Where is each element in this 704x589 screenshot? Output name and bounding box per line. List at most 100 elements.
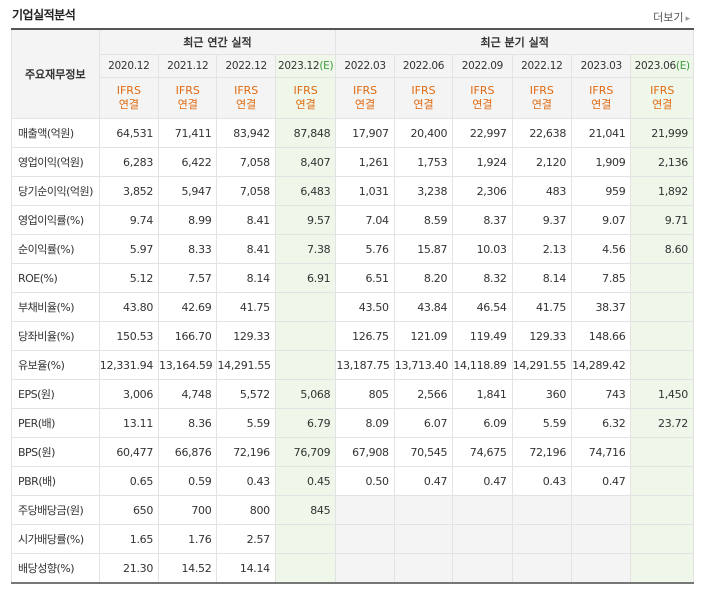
row-label: PBR(배): [11, 466, 100, 496]
row-label: 순이익률(%): [11, 234, 100, 264]
table-cell: 5.59: [216, 408, 276, 438]
table-cell: 9.74: [98, 205, 160, 235]
table-cell: 43.84: [393, 292, 454, 322]
table-cell: 6,422: [158, 147, 218, 177]
period-label: 2023.12: [277, 60, 320, 72]
table-cell: 1,450: [630, 379, 694, 409]
row-label: BPS(원): [11, 437, 100, 467]
accounting-standard: IFRS 연결: [393, 77, 454, 119]
table-cell: 1,753: [393, 147, 454, 177]
ifrs-label: IFRS: [234, 84, 259, 97]
period-header: 2020.12: [98, 54, 160, 78]
table-cell: [335, 524, 395, 554]
table-cell: 22,638: [511, 118, 573, 148]
table-cell: 8.32: [452, 263, 513, 293]
table-cell: 14.14: [216, 553, 276, 584]
consolidated-label: 연결: [354, 98, 376, 111]
table-cell: 743: [571, 379, 632, 409]
table-row: PER(배) 13.11 8.36 5.59 6.79 8.09 6.07 6.09 5.59 6…: [11, 408, 694, 438]
period-label: 2023.06: [634, 60, 677, 72]
table-cell: [511, 524, 573, 554]
accounting-standard: IFRS 연결: [630, 77, 694, 119]
ifrs-label: IFRS: [650, 84, 675, 97]
table-cell: [274, 553, 337, 584]
table-cell: [630, 292, 694, 322]
table-cell: 3,238: [393, 176, 454, 206]
period-header: 2023.12(E): [274, 54, 337, 78]
ifrs-label: IFRS: [529, 84, 554, 97]
table-cell: 74,716: [571, 437, 632, 467]
table-row: 매출액(억원) 64,531 71,411 83,942 87,848 17,907 20,…: [11, 118, 694, 148]
table-cell: 43.50: [335, 292, 395, 322]
table-cell: 13.11: [98, 408, 160, 438]
period-header: 2022.03: [335, 54, 395, 78]
table-cell: 7.57: [158, 263, 218, 293]
row-label: 영업이익(억원): [11, 147, 100, 177]
table-cell: [630, 553, 694, 584]
table-cell: 21,999: [630, 118, 694, 148]
table-cell: 7,058: [216, 176, 276, 206]
table-cell: 4.56: [571, 234, 632, 264]
row-label: 당좌비율(%): [11, 321, 100, 351]
estimate-marker: (E): [675, 60, 690, 72]
table-cell: 13,713.40: [393, 350, 454, 380]
table-cell: 14,118.89: [452, 350, 513, 380]
accounting-standard: IFRS 연결: [452, 77, 513, 119]
table-cell: 6.79: [274, 408, 337, 438]
table-cell: 6,483: [274, 176, 337, 206]
ifrs-label: IFRS: [470, 84, 495, 97]
table-cell: 14.52: [158, 553, 218, 584]
table-cell: [274, 321, 337, 351]
table-cell: 126.75: [335, 321, 395, 351]
table-cell: 12,331.94: [98, 350, 160, 380]
more-link[interactable]: 더보기 ▸: [653, 9, 690, 25]
row-label: 당기순이익(억원): [11, 176, 100, 206]
table-cell: 38.37: [571, 292, 632, 322]
table-cell: 70,545: [393, 437, 454, 467]
table-cell: 148.66: [571, 321, 632, 351]
table-cell: 15.87: [393, 234, 454, 264]
table-cell: 60,477: [98, 437, 160, 467]
table-cell: 2,136: [630, 147, 694, 177]
table-cell: 2,566: [393, 379, 454, 409]
financial-table: 주요재무정보 최근 연간 실적 최근 분기 실적 2020.12 2021.12 2022…: [11, 28, 694, 584]
table-cell: 8,407: [274, 147, 337, 177]
table-cell: 83,942: [216, 118, 276, 148]
table-cell: [630, 263, 694, 293]
table-cell: 13,187.75: [335, 350, 395, 380]
accounting-standard: IFRS 연결: [511, 77, 573, 119]
table-cell: 8.41: [216, 205, 276, 235]
accounting-standard: IFRS 연결: [335, 77, 395, 119]
row-label: 매출액(억원): [11, 118, 100, 148]
table-cell: [571, 495, 632, 525]
table-row: 유보율(%) 12,331.94 13,164.59 14,291.55 13,187.…: [11, 350, 694, 380]
table-row: 시가배당률(%) 1.65 1.76 2.57: [11, 524, 694, 554]
table-cell: 150.53: [98, 321, 160, 351]
table-cell: 8.36: [158, 408, 218, 438]
table-cell: 8.60: [630, 234, 694, 264]
table-cell: 46.54: [452, 292, 513, 322]
table-row: PBR(배) 0.65 0.59 0.43 0.45 0.50 0.47 0.47 0.43 0.…: [11, 466, 694, 496]
period-label: 2023.03: [580, 60, 623, 72]
table-cell: [571, 524, 632, 554]
table-row: 순이익률(%) 5.97 8.33 8.41 7.38 5.76 15.87 10.03 2.1…: [11, 234, 694, 264]
table-cell: 800: [216, 495, 276, 525]
table-cell: 4,748: [158, 379, 218, 409]
table-cell: [274, 292, 337, 322]
consolidated-label: 연결: [236, 98, 257, 111]
table-cell: 9.37: [511, 205, 573, 235]
table-cell: 67,908: [335, 437, 395, 467]
ifrs-label: IFRS: [116, 84, 141, 97]
table-cell: 5,572: [216, 379, 276, 409]
row-label: 배당성향(%): [11, 553, 100, 584]
table-cell: 5.97: [98, 234, 160, 264]
table-row: 당기순이익(억원) 3,852 5,947 7,058 6,483 1,031 3,238 2…: [11, 176, 694, 206]
table-cell: [393, 495, 454, 525]
table-cell: 7.04: [335, 205, 395, 235]
table-cell: 8.37: [452, 205, 513, 235]
table-cell: 87,848: [274, 118, 337, 148]
period-header: 2022.12: [216, 54, 276, 78]
table-row: ROE(%) 5.12 7.57 8.14 6.91 6.51 8.20 8.32 8.14 7.…: [11, 263, 694, 293]
table-cell: 23.72: [630, 408, 694, 438]
